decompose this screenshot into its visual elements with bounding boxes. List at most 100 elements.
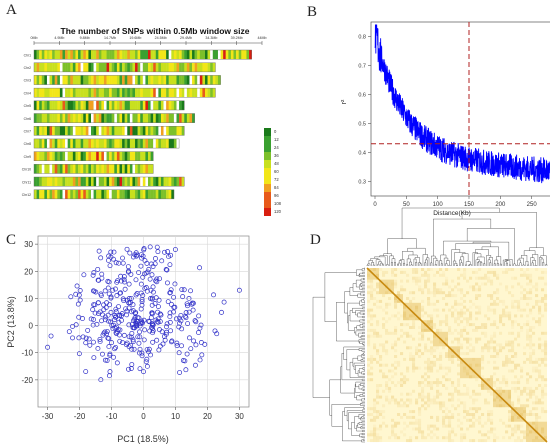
pca-point xyxy=(148,352,154,358)
snp-window xyxy=(114,113,118,123)
kinship-cell xyxy=(373,404,377,408)
kinship-cell xyxy=(433,395,437,399)
kinship-cell xyxy=(400,279,404,283)
kinship-cell xyxy=(502,404,506,408)
kinship-cell xyxy=(463,299,467,303)
pca-point xyxy=(130,325,136,331)
pca-point xyxy=(108,309,114,315)
snp-window xyxy=(91,100,94,110)
kinship-cell xyxy=(454,328,458,332)
kinship-cell xyxy=(439,381,443,385)
kinship-cell xyxy=(433,282,437,286)
snp-window xyxy=(98,126,102,136)
kinship-cell xyxy=(370,360,374,364)
snp-window xyxy=(140,164,144,174)
snp-window xyxy=(49,113,53,123)
snp-window xyxy=(109,100,112,110)
snp-window xyxy=(179,50,182,60)
snp-window xyxy=(44,164,48,174)
pca-point xyxy=(109,340,114,346)
kinship-cell xyxy=(544,392,548,396)
kinship-cell xyxy=(490,392,494,396)
kinship-cell xyxy=(505,340,509,344)
kinship-cell xyxy=(544,294,548,298)
kinship-cell xyxy=(412,363,416,367)
kinship-cell xyxy=(376,415,380,419)
kinship-cell xyxy=(511,285,515,289)
kinship-cell xyxy=(382,317,386,321)
kinship-cell xyxy=(421,386,425,390)
snp-window xyxy=(57,189,61,199)
snp-window xyxy=(119,138,123,149)
kinship-cell xyxy=(535,407,539,411)
kinship-cell xyxy=(475,317,479,321)
kinship-cell xyxy=(493,398,497,402)
pca-point xyxy=(183,310,189,316)
snp-window xyxy=(142,50,146,60)
legend-label: 120 xyxy=(274,209,282,214)
snp-window xyxy=(119,88,123,98)
kinship-cell xyxy=(511,299,515,303)
snp-window xyxy=(52,151,55,161)
pca-point xyxy=(168,252,174,258)
kinship-cell xyxy=(463,273,467,277)
snp-window xyxy=(106,138,110,149)
kinship-cell xyxy=(493,334,497,338)
snp-window xyxy=(163,113,167,123)
kinship-cell xyxy=(385,302,389,306)
kinship-cell xyxy=(514,427,518,431)
kinship-cell xyxy=(535,386,539,390)
snp-window xyxy=(119,113,123,123)
kinship-cell xyxy=(445,282,449,286)
snp-window xyxy=(176,177,180,187)
kinship-cell xyxy=(472,392,476,396)
snp-window xyxy=(46,177,50,187)
snp-window xyxy=(122,100,125,110)
kinship-cell xyxy=(430,326,434,329)
snp-window xyxy=(119,126,123,136)
pca-point xyxy=(169,338,175,344)
pca-point xyxy=(172,281,178,287)
legend-swatch xyxy=(264,176,271,184)
pca-point xyxy=(107,369,113,375)
snp-window xyxy=(181,113,185,123)
snp-window xyxy=(202,50,206,60)
kinship-cell xyxy=(505,343,509,347)
kinship-cell xyxy=(409,436,413,440)
kinship-cell xyxy=(439,268,443,271)
snp-window xyxy=(114,62,118,72)
kinship-cell xyxy=(367,285,371,289)
kinship-cell xyxy=(418,349,422,353)
pca-point xyxy=(137,350,142,356)
ld-y-tick-label: 0.4 xyxy=(358,151,366,157)
kinship-cell xyxy=(502,436,506,440)
top-dendrogram-branches xyxy=(367,208,547,266)
snp-window xyxy=(93,75,97,85)
kinship-cell xyxy=(496,326,500,329)
snp-window xyxy=(109,151,112,161)
pca-point xyxy=(134,253,139,259)
kinship-cell xyxy=(463,294,467,298)
snp-window xyxy=(36,177,40,187)
kinship-cell xyxy=(373,407,377,411)
snp-window xyxy=(127,62,131,72)
pca-point xyxy=(80,316,85,321)
snp-window xyxy=(80,189,84,199)
kinship-cell xyxy=(376,395,380,399)
pca-point xyxy=(121,277,127,283)
kinship-cell xyxy=(400,285,404,289)
pca-point xyxy=(48,333,54,339)
kinship-cell xyxy=(541,427,545,431)
kinship-cell xyxy=(529,308,533,312)
pca-point xyxy=(150,284,156,290)
kinship-cell xyxy=(457,337,461,341)
pca-point xyxy=(219,309,224,315)
snp-window xyxy=(158,75,162,85)
kinship-cell xyxy=(460,331,464,335)
kinship-cell xyxy=(409,314,413,318)
kinship-cell xyxy=(475,410,479,414)
snp-window xyxy=(91,189,94,199)
snp-window xyxy=(158,50,162,60)
kinship-cell xyxy=(448,439,452,443)
snp-window xyxy=(96,88,99,98)
